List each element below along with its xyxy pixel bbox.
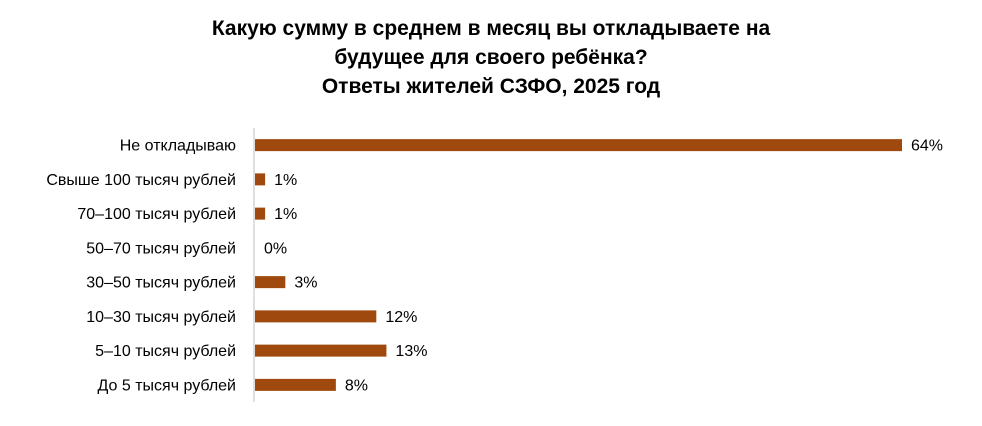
category-labels-group: Не откладываю Свыше 100 тысяч рублей 70–10…: [46, 138, 236, 395]
value-label: 64%: [911, 138, 943, 155]
bar: [255, 378, 336, 391]
bar: [255, 173, 266, 186]
category-label: 70–100 тысяч рублей: [77, 206, 236, 223]
bars-group: [255, 139, 902, 391]
value-label: 13%: [395, 343, 427, 360]
category-label: До 5 тысяч рублей: [98, 377, 237, 394]
chart-title-line-1: Какую сумму в среднем в месяц вы отклады…: [211, 17, 771, 40]
category-label: 5–10 тысяч рублей: [95, 343, 236, 360]
chart-title-line-2: будущее для своего ребёнка?: [334, 46, 648, 69]
bar: [255, 139, 902, 152]
value-label: 3%: [294, 275, 317, 292]
value-label: 0%: [264, 240, 287, 257]
value-label: 8%: [345, 377, 368, 394]
chart-title: Какую сумму в среднем в месяц вы отклады…: [0, 14, 982, 101]
value-label: 12%: [385, 309, 417, 326]
category-label: 10–30 тысяч рублей: [86, 309, 236, 326]
bar: [255, 310, 377, 323]
bar: [255, 344, 387, 357]
value-labels-group: 64% 1% 1% 0% 3% 12% 13% 8%: [264, 138, 943, 395]
value-label: 1%: [274, 206, 297, 223]
category-label: 50–70 тысяч рублей: [86, 240, 236, 257]
category-label: Не откладываю: [120, 138, 236, 155]
chart-title-line-3: Ответы жителей СЗФО, 2025 год: [321, 75, 661, 98]
bar: [255, 207, 266, 220]
category-label: 30–50 тысяч рублей: [86, 275, 236, 292]
value-label: 1%: [274, 172, 297, 189]
bar: [255, 276, 286, 289]
category-label: Свыше 100 тысяч рублей: [46, 172, 236, 189]
